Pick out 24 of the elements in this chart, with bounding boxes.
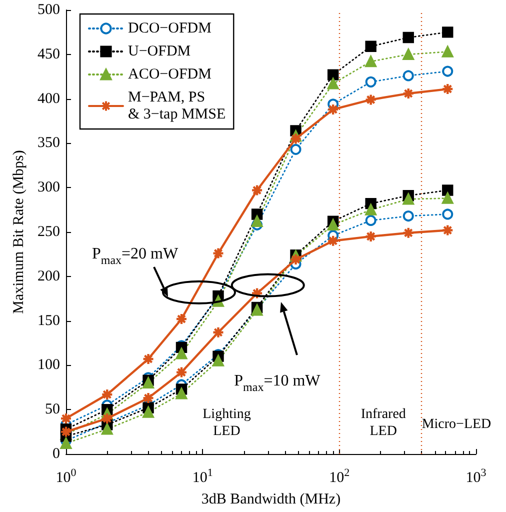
y-tick-label: 400 xyxy=(38,90,60,107)
x-axis-title: 3dB Bandwidth (MHz) xyxy=(201,492,341,508)
legend-label: DCO−OFDM xyxy=(128,20,212,36)
x-tick-label: 10$^{3}$ xyxy=(466,467,487,486)
x-tick-label: 10$^{2}$ xyxy=(329,467,350,486)
y-tick-label: 350 xyxy=(38,135,60,152)
legend-label: U−OFDM xyxy=(128,44,191,60)
y-tick-label: 450 xyxy=(38,46,60,62)
y-tick-label: 0 xyxy=(52,446,60,462)
y-tick-label: 50 xyxy=(45,402,60,418)
annotation: Lighting LED xyxy=(202,406,251,439)
legend-label: ACO−OFDM xyxy=(128,66,212,82)
y-axis-title: Maximum Bit Rate (Mbps) xyxy=(11,150,28,314)
annotation: Infrared LED xyxy=(360,406,406,439)
x-tick-label: 10$^{1}$ xyxy=(192,467,213,486)
y-tick-label: 150 xyxy=(38,312,60,329)
x-tick-label: 10$^{0}$ xyxy=(56,467,77,486)
annotation: Micro−LED xyxy=(422,417,492,432)
y-tick-label: 500 xyxy=(38,2,60,18)
y-tick-label: 200 xyxy=(38,268,60,284)
y-tick-label: 100 xyxy=(38,357,60,374)
legend-label: M−PAM, PS & 3−tap MMSE xyxy=(128,90,226,122)
y-tick-label: 300 xyxy=(38,180,60,196)
y-tick-label: 250 xyxy=(38,224,60,240)
